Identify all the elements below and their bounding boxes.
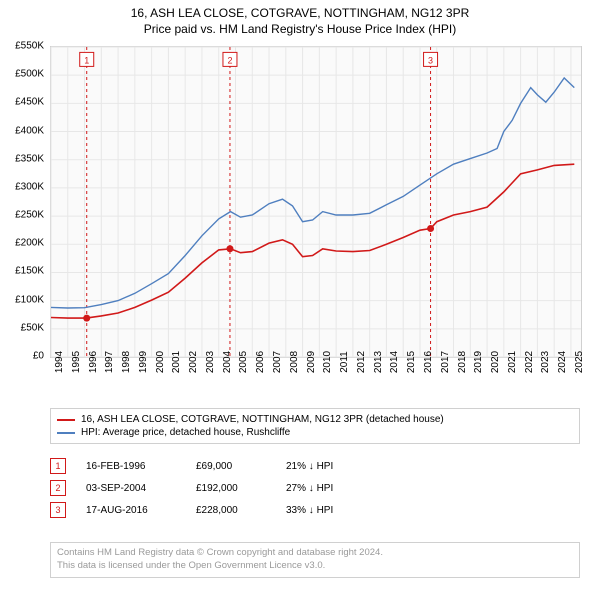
sale-date: 16-FEB-1996 [86, 461, 196, 472]
x-tick-label: 2005 [238, 351, 249, 373]
x-tick-label: 2002 [188, 351, 199, 373]
x-tick-label: 2021 [507, 351, 518, 373]
sale-delta: 33% ↓ HPI [286, 505, 333, 516]
title-line2: Price paid vs. HM Land Registry's House … [0, 22, 600, 38]
x-tick-label: 2008 [289, 351, 300, 373]
sale-row: 1 16-FEB-1996£69,00021% ↓ HPI [50, 458, 333, 474]
sale-price: £228,000 [196, 505, 286, 516]
y-tick-label: £450K [0, 97, 44, 108]
y-tick-label: £250K [0, 210, 44, 221]
x-tick-label: 1996 [88, 351, 99, 373]
legend-item: HPI: Average price, detached house, Rush… [57, 426, 573, 439]
y-tick-label: £500K [0, 69, 44, 80]
sale-price: £69,000 [196, 461, 286, 472]
title-line1: 16, ASH LEA CLOSE, COTGRAVE, NOTTINGHAM,… [0, 6, 600, 22]
x-tick-label: 2003 [205, 351, 216, 373]
x-tick-label: 2023 [540, 351, 551, 373]
sale-marker-2 [226, 245, 233, 252]
x-tick-label: 2011 [339, 351, 350, 373]
x-tick-label: 2018 [457, 351, 468, 373]
footer-line1: Contains HM Land Registry data © Crown c… [57, 547, 573, 560]
sale-price: £192,000 [196, 483, 286, 494]
y-tick-label: £300K [0, 181, 44, 192]
y-tick-label: £200K [0, 238, 44, 249]
x-tick-label: 2006 [255, 351, 266, 373]
x-tick-label: 2013 [373, 351, 384, 373]
y-tick-label: £400K [0, 125, 44, 136]
legend-label: HPI: Average price, detached house, Rush… [81, 427, 290, 438]
sale-row: 2 03-SEP-2004£192,00027% ↓ HPI [50, 480, 333, 496]
series-hpi [51, 78, 574, 308]
sale-date: 03-SEP-2004 [86, 483, 196, 494]
x-tick-label: 2010 [322, 351, 333, 373]
sale-delta: 21% ↓ HPI [286, 461, 333, 472]
chart-svg: 1 2 3 [51, 47, 581, 357]
sale-index-box: 2 [50, 480, 66, 496]
y-tick-label: £100K [0, 294, 44, 305]
legend-swatch [57, 432, 75, 434]
svg-text:2: 2 [227, 55, 232, 65]
footer-line2: This data is licensed under the Open Gov… [57, 560, 573, 573]
sale-marker-1 [83, 315, 90, 322]
x-tick-label: 2014 [389, 351, 400, 373]
x-tick-label: 1998 [121, 351, 132, 373]
x-tick-label: 2012 [356, 351, 367, 373]
svg-text:3: 3 [428, 55, 433, 65]
x-tick-label: 2017 [440, 351, 451, 373]
x-tick-label: 1994 [54, 351, 65, 373]
legend: 16, ASH LEA CLOSE, COTGRAVE, NOTTINGHAM,… [50, 408, 580, 444]
y-tick-label: £50K [0, 322, 44, 333]
legend-label: 16, ASH LEA CLOSE, COTGRAVE, NOTTINGHAM,… [81, 414, 444, 425]
x-tick-label: 2024 [557, 351, 568, 373]
sale-row: 3 17-AUG-2016£228,00033% ↓ HPI [50, 502, 333, 518]
y-tick-label: £0 [0, 351, 44, 362]
sale-date: 17-AUG-2016 [86, 505, 196, 516]
x-tick-label: 2001 [171, 351, 182, 373]
x-tick-label: 1999 [138, 351, 149, 373]
sale-delta: 27% ↓ HPI [286, 483, 333, 494]
y-tick-label: £150K [0, 266, 44, 277]
sale-marker-3 [427, 225, 434, 232]
footer: Contains HM Land Registry data © Crown c… [50, 542, 580, 578]
y-tick-label: £550K [0, 41, 44, 52]
sale-index-box: 3 [50, 502, 66, 518]
x-tick-label: 2004 [222, 351, 233, 373]
chart-area: 1 2 3 [50, 46, 582, 358]
sales-table: 1 16-FEB-1996£69,00021% ↓ HPI 2 03-SEP-2004… [50, 452, 333, 524]
legend-swatch [57, 419, 75, 421]
legend-item: 16, ASH LEA CLOSE, COTGRAVE, NOTTINGHAM,… [57, 413, 573, 426]
x-tick-label: 2015 [406, 351, 417, 373]
x-tick-label: 2022 [524, 351, 535, 373]
x-tick-label: 2020 [490, 351, 501, 373]
x-tick-label: 2007 [272, 351, 283, 373]
x-tick-label: 2000 [155, 351, 166, 373]
x-tick-label: 1995 [71, 351, 82, 373]
x-tick-label: 1997 [104, 351, 115, 373]
sale-index-box: 1 [50, 458, 66, 474]
x-tick-label: 2019 [473, 351, 484, 373]
x-tick-label: 2025 [574, 351, 585, 373]
x-tick-label: 2009 [306, 351, 317, 373]
x-tick-label: 2016 [423, 351, 434, 373]
chart-titles: 16, ASH LEA CLOSE, COTGRAVE, NOTTINGHAM,… [0, 0, 600, 37]
svg-text:1: 1 [84, 55, 89, 65]
y-tick-label: £350K [0, 153, 44, 164]
